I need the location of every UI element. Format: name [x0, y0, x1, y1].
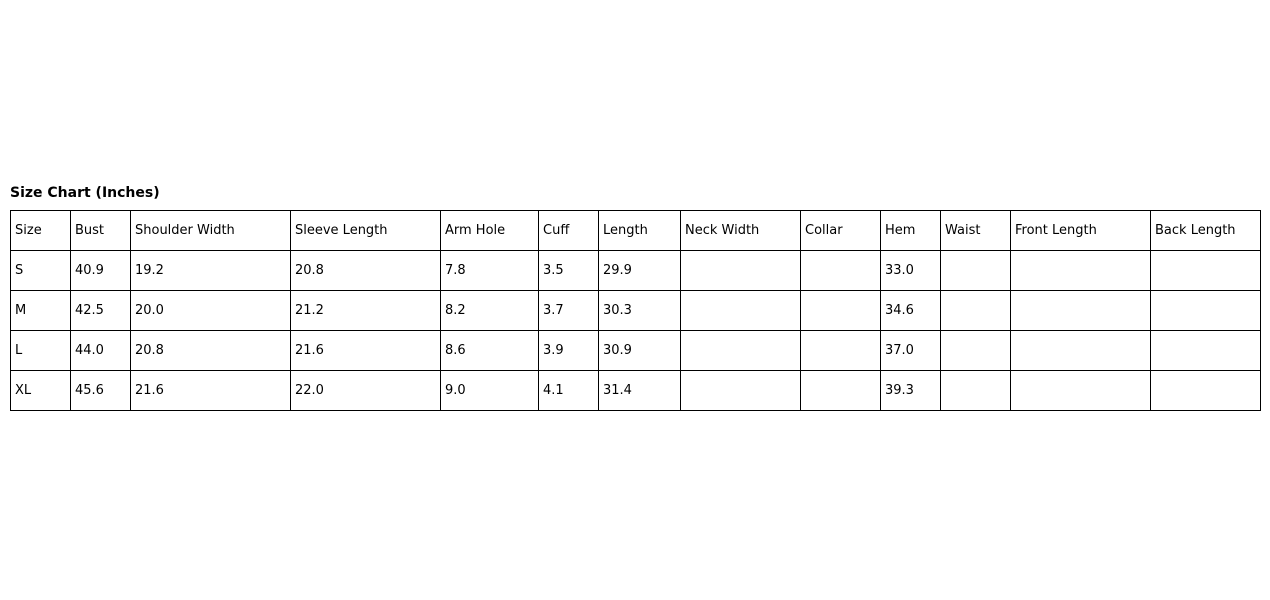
size-chart-table: Size Bust Shoulder Width Sleeve Length A… [10, 210, 1261, 411]
column-header-shoulder-width: Shoulder Width [130, 210, 291, 251]
cell-neck-width [680, 370, 801, 411]
cell-bust: 40.9 [70, 250, 131, 291]
column-header-back-length: Back Length [1150, 210, 1261, 251]
column-header-size: Size [10, 210, 71, 251]
cell-arm-hole: 9.0 [440, 370, 539, 411]
cell-bust: 45.6 [70, 370, 131, 411]
column-header-cuff: Cuff [538, 210, 599, 251]
cell-collar [800, 250, 881, 291]
column-header-waist: Waist [940, 210, 1011, 251]
table-row-s: S 40.9 19.2 20.8 7.8 3.5 29.9 33.0 [10, 250, 1261, 291]
column-header-front-length: Front Length [1010, 210, 1151, 251]
column-header-length: Length [598, 210, 681, 251]
column-header-sleeve-length: Sleeve Length [290, 210, 441, 251]
cell-arm-hole: 8.6 [440, 330, 539, 371]
cell-size: L [10, 330, 71, 371]
column-header-hem: Hem [880, 210, 941, 251]
cell-back-length [1150, 250, 1261, 291]
size-chart-title: Size Chart (Inches) [10, 185, 160, 201]
cell-hem: 34.6 [880, 290, 941, 331]
cell-shoulder-width: 21.6 [130, 370, 291, 411]
cell-size: M [10, 290, 71, 331]
cell-collar [800, 330, 881, 371]
cell-waist [940, 290, 1011, 331]
cell-sleeve-length: 21.6 [290, 330, 441, 371]
cell-cuff: 4.1 [538, 370, 599, 411]
cell-sleeve-length: 20.8 [290, 250, 441, 291]
cell-neck-width [680, 330, 801, 371]
cell-cuff: 3.5 [538, 250, 599, 291]
cell-cuff: 3.7 [538, 290, 599, 331]
cell-sleeve-length: 21.2 [290, 290, 441, 331]
cell-shoulder-width: 19.2 [130, 250, 291, 291]
cell-bust: 44.0 [70, 330, 131, 371]
cell-sleeve-length: 22.0 [290, 370, 441, 411]
cell-size: XL [10, 370, 71, 411]
cell-front-length [1010, 290, 1151, 331]
cell-length: 29.9 [598, 250, 681, 291]
cell-back-length [1150, 370, 1261, 411]
column-header-arm-hole: Arm Hole [440, 210, 539, 251]
table-row-m: M 42.5 20.0 21.2 8.2 3.7 30.3 34.6 [10, 290, 1261, 331]
cell-front-length [1010, 370, 1151, 411]
cell-arm-hole: 7.8 [440, 250, 539, 291]
column-header-bust: Bust [70, 210, 131, 251]
cell-collar [800, 290, 881, 331]
cell-cuff: 3.9 [538, 330, 599, 371]
cell-front-length [1010, 250, 1151, 291]
cell-length: 30.9 [598, 330, 681, 371]
cell-hem: 39.3 [880, 370, 941, 411]
cell-waist [940, 370, 1011, 411]
cell-neck-width [680, 290, 801, 331]
table-row-xl: XL 45.6 21.6 22.0 9.0 4.1 31.4 39.3 [10, 370, 1261, 411]
cell-waist [940, 330, 1011, 371]
cell-front-length [1010, 330, 1151, 371]
table-header-row: Size Bust Shoulder Width Sleeve Length A… [10, 210, 1261, 251]
cell-collar [800, 370, 881, 411]
cell-length: 30.3 [598, 290, 681, 331]
cell-waist [940, 250, 1011, 291]
cell-arm-hole: 8.2 [440, 290, 539, 331]
cell-back-length [1150, 290, 1261, 331]
cell-shoulder-width: 20.8 [130, 330, 291, 371]
cell-size: S [10, 250, 71, 291]
cell-length: 31.4 [598, 370, 681, 411]
column-header-collar: Collar [800, 210, 881, 251]
cell-shoulder-width: 20.0 [130, 290, 291, 331]
cell-hem: 37.0 [880, 330, 941, 371]
cell-back-length [1150, 330, 1261, 371]
column-header-neck-width: Neck Width [680, 210, 801, 251]
cell-bust: 42.5 [70, 290, 131, 331]
cell-hem: 33.0 [880, 250, 941, 291]
cell-neck-width [680, 250, 801, 291]
table-row-l: L 44.0 20.8 21.6 8.6 3.9 30.9 37.0 [10, 330, 1261, 371]
